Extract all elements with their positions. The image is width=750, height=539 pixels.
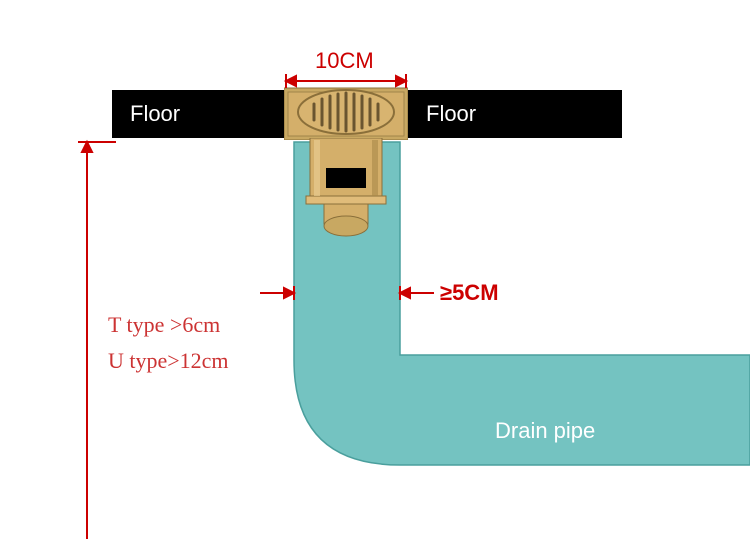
drain-pipe-label: Drain pipe xyxy=(495,418,595,444)
floor-right-label: Floor xyxy=(426,101,476,127)
dim-top-label: 10CM xyxy=(315,48,374,74)
drain-grate xyxy=(284,82,408,140)
u-type-label: U type>12cm xyxy=(108,348,229,374)
dim-pipe-arrows xyxy=(260,284,434,302)
floor-left: Floor xyxy=(112,90,284,138)
floor-right: Floor xyxy=(408,90,622,138)
dim-top-arrows xyxy=(278,72,414,90)
drain-body xyxy=(300,138,392,238)
dim-pipe-label: ≥5CM xyxy=(440,280,499,306)
t-type-label: T type >6cm xyxy=(108,312,220,338)
floor-left-label: Floor xyxy=(130,101,180,127)
dim-height-tick-extend xyxy=(96,139,116,145)
dim-height-line xyxy=(78,136,96,539)
